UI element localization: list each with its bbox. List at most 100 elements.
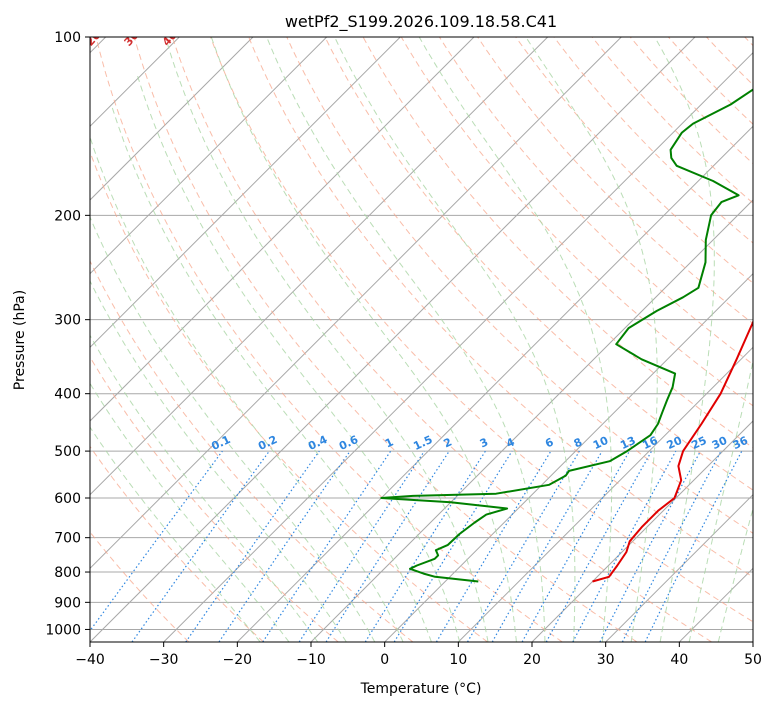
dry-adiabat-line (90, 356, 339, 642)
moist-adiabat-line (90, 135, 404, 642)
x-tick-label: 50 (744, 652, 762, 668)
moist-adiabat-line (418, 37, 613, 642)
plot-frame (89, 36, 754, 643)
dry-adiabat-line (133, 37, 638, 642)
mixing-ratio-label: 10 (591, 434, 611, 452)
y-axis: 100 200 300 400 500 600 700 800 900 1000 (45, 30, 90, 638)
isobar-grid (90, 37, 753, 630)
mixing-ratio-label: 0.4 (306, 433, 329, 453)
x-tick-label: 40 (670, 652, 688, 668)
mixing-ratio-line (131, 450, 270, 642)
isotherm-line (457, 346, 753, 642)
moist-adiabat-line (717, 506, 753, 642)
x-tick-label: 10 (449, 652, 467, 668)
y-axis-label: Pressure (hPa) (12, 290, 28, 390)
mixing-ratio-label: 8 (572, 435, 584, 450)
mixing-ratio-label: 36 (731, 434, 751, 452)
chart-title: wetPf2_S199.2026.109.18.58.C41 (285, 12, 557, 32)
mixing-ratio-line (545, 450, 653, 642)
mixing-ratio-label: 0.1 (209, 433, 232, 453)
mixing-ratio-line (298, 450, 425, 642)
dry-adiabat-line (90, 150, 488, 642)
moist-adiabat-line (90, 382, 290, 642)
x-tick-label: −20 (223, 652, 253, 668)
dry-adiabats (90, 37, 753, 642)
mixing-ratio-line (218, 450, 351, 642)
sounding-profiles (380, 88, 753, 583)
moist-adiabat-line (210, 37, 517, 642)
isotherm-line (310, 199, 753, 642)
x-tick-label: −30 (149, 652, 179, 668)
x-tick-label: 30 (597, 652, 615, 668)
y-tick-label: 100 (54, 30, 81, 46)
mixing-ratio-label: 0.6 (337, 433, 360, 453)
moist-adiabat-line (90, 215, 376, 642)
mixing-ratio-line (435, 450, 552, 642)
dry-adiabat-line (744, 37, 753, 47)
mixing-ratio-label: 30 (710, 434, 730, 452)
moist-adiabat-line (90, 426, 261, 642)
x-tick-label: 0 (380, 652, 389, 668)
plot-area: 0.10.20.40.611.52346810131620253036-100-… (83, 28, 753, 642)
isotherm-line (90, 37, 549, 496)
moist-adiabat-line (654, 37, 715, 642)
isotherm-line (90, 37, 696, 642)
isotherm-grid (90, 37, 753, 642)
isotherm-line (163, 51, 753, 642)
mixing-ratio-line (644, 450, 743, 642)
dry-adiabat-line (324, 37, 753, 491)
y-tick-label: 700 (54, 531, 81, 547)
y-tick-label: 300 (54, 313, 81, 329)
moist-adiabat-line (110, 104, 432, 642)
dry-adiabat-line (515, 37, 753, 284)
isotherm-line (236, 125, 753, 642)
isotherm-line (90, 37, 254, 201)
dry-adiabat-line (171, 37, 712, 642)
dry-adiabat-line (95, 37, 563, 642)
dry-adiabat-label: 20 (83, 28, 103, 48)
y-tick-label: 400 (54, 387, 81, 403)
moist-adiabat-line (525, 37, 658, 642)
mixing-ratio-line (325, 450, 450, 642)
temperature-profile-line (592, 319, 753, 583)
mixing-ratio-line (185, 450, 320, 642)
y-tick-label: 600 (54, 491, 81, 507)
moist-adiabat-line (90, 279, 347, 642)
isotherm-line (90, 37, 401, 349)
mixing-ratio-label: 20 (665, 434, 685, 452)
mixing-ratio-line (572, 450, 677, 642)
dry-adiabat-label: 30 (122, 28, 142, 48)
y-tick-label: 800 (54, 565, 81, 581)
y-tick-label: 1000 (45, 622, 81, 638)
mixing-ratio-label: 6 (543, 435, 556, 450)
x-axis-label: Temperature (°C) (360, 681, 482, 697)
isotherm-line (678, 567, 753, 642)
dry-adiabat-line (286, 37, 753, 534)
dry-adiabat-line (90, 531, 190, 642)
x-axis: −40 −30 −20 −10 0 10 20 30 40 50 (75, 642, 762, 668)
moist-adiabat-line (164, 37, 489, 642)
mixing-ratio-label: 25 (689, 434, 708, 452)
dry-adiabat-line (706, 37, 753, 86)
y-tick-label: 200 (54, 208, 81, 224)
moist-adiabat-line (266, 37, 546, 642)
x-tick-label: −10 (296, 652, 326, 668)
isotherm-line (605, 493, 753, 642)
mixing-ratio-line (262, 450, 392, 642)
mixing-ratio-line (521, 450, 631, 642)
dry-adiabat-line (210, 37, 753, 623)
isotherm-line (90, 37, 475, 422)
mixing-ratio-label: 1 (383, 435, 395, 450)
moist-adiabat-line (334, 37, 576, 642)
mixing-ratio-label: 3 (478, 435, 490, 450)
mixing-ratio-label: 1.5 (411, 433, 434, 453)
dewpoint-profile-line (380, 88, 753, 583)
y-tick-label: 900 (54, 595, 81, 611)
dry-adiabat-line (90, 259, 414, 642)
isotherm-line (752, 641, 753, 642)
moist-adiabats (90, 37, 753, 642)
dry-adiabat-line (248, 37, 753, 578)
x-tick-label: −40 (75, 652, 105, 668)
isotherm-line (384, 272, 753, 642)
